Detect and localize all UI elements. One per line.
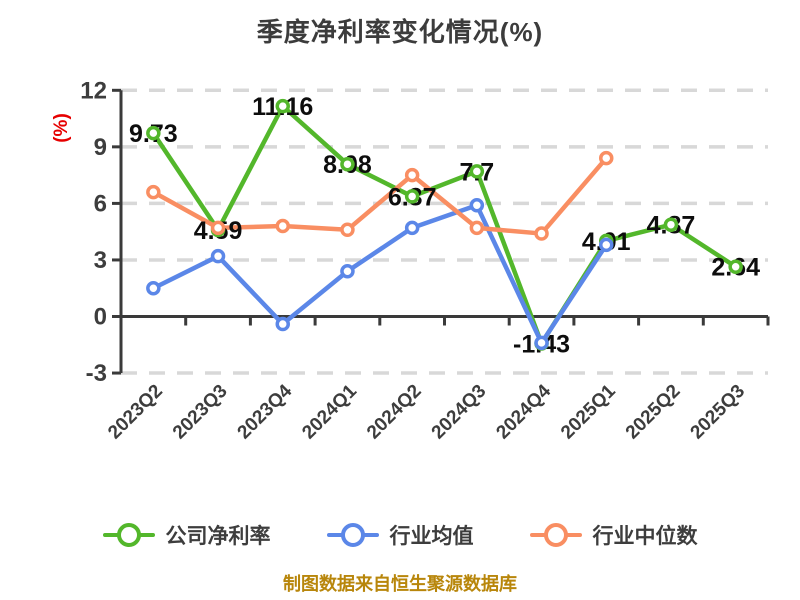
y-tick-label: 9 — [94, 134, 107, 161]
data-point-marker-1 — [599, 237, 614, 253]
y-tick-label: 6 — [94, 190, 107, 217]
data-point-marker-2 — [404, 167, 420, 183]
legend-item-0: 公司净利率 — [102, 520, 271, 550]
data-point-marker-2 — [469, 220, 485, 236]
data-point-marker-2 — [340, 222, 355, 238]
x-axis-label: 2024Q3 — [428, 381, 491, 444]
x-axis-label: 2025Q3 — [687, 381, 750, 444]
series-line-2 — [151, 155, 609, 236]
data-point-marker-1 — [469, 198, 485, 213]
series-line-0 — [151, 103, 738, 346]
legend-label: 公司净利率 — [165, 525, 271, 548]
x-axis-label: 2025Q2 — [622, 381, 685, 444]
data-point-marker-1 — [534, 335, 549, 351]
legend-label: 行业中位数 — [592, 525, 698, 548]
x-axis-label: 2024Q1 — [298, 380, 361, 443]
data-point-marker-0 — [340, 156, 355, 172]
legend: 公司净利率 行业均值 行业中位数 — [0, 520, 800, 550]
data-point-marker-2 — [146, 184, 161, 200]
legend-line-circle-icon — [529, 523, 582, 547]
y-tick-label: 0 — [94, 304, 107, 331]
legend-label: 行业均值 — [389, 525, 474, 548]
data-point-marker-1 — [340, 264, 355, 279]
chart-title: 季度净利率变化情况(%) — [256, 17, 544, 47]
legend-item-2: 行业中位数 — [529, 520, 698, 550]
legend-line-circle-icon — [326, 523, 379, 547]
series-line-1 — [151, 203, 609, 346]
data-point-marker-0 — [663, 217, 679, 232]
x-axis-label: 2024Q2 — [363, 381, 426, 444]
y-tick-label: -3 — [86, 360, 107, 387]
x-axis-label: 2025Q1 — [557, 380, 620, 443]
data-point-marker-0 — [404, 189, 420, 204]
x-axis-label: 2023Q3 — [169, 381, 232, 444]
data-point-marker-1 — [146, 280, 161, 296]
legend-item-1: 行业均值 — [326, 520, 474, 550]
data-point-marker-2 — [275, 218, 290, 234]
data-point-marker-2 — [534, 226, 549, 241]
y-tick-label: 3 — [94, 247, 107, 274]
data-point-marker-2 — [210, 220, 226, 236]
y-tick-label: 12 — [80, 77, 107, 104]
data-point-marker-1 — [404, 220, 420, 236]
data-source-note: 制图数据来自恒生聚源数据库 — [283, 574, 517, 594]
x-axis-label: 2023Q4 — [234, 380, 297, 443]
data-point-marker-0 — [469, 164, 485, 179]
legend-line-circle-icon — [102, 523, 155, 547]
data-point-marker-0 — [146, 125, 161, 141]
data-point-marker-2 — [599, 150, 614, 166]
data-point-marker-0 — [275, 98, 290, 114]
x-axis-label: 2023Q2 — [104, 381, 167, 444]
data-point-marker-0 — [728, 259, 743, 274]
data-point-marker-1 — [210, 248, 226, 264]
x-axis-label: 2024Q4 — [492, 380, 555, 443]
data-point-marker-1 — [275, 316, 290, 332]
